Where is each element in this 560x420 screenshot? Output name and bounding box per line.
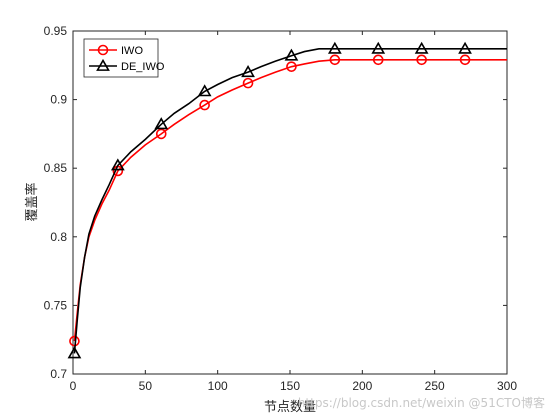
- plot-area: [72, 30, 508, 375]
- x-axis-label: 节点数量: [264, 400, 316, 415]
- x-tick-label: 50: [139, 379, 153, 393]
- series-layer: [67, 41, 507, 359]
- x-tick-label: 100: [208, 379, 228, 393]
- legend-label: IWO: [121, 45, 143, 57]
- data-point: [110, 158, 125, 171]
- legend-marker: [97, 44, 109, 56]
- data-point: [197, 84, 212, 97]
- y-tick-label: 0.8: [50, 230, 67, 244]
- y-tick-label: 0.95: [44, 24, 68, 38]
- x-tick-label: 0: [70, 379, 77, 393]
- data-point: [329, 54, 341, 66]
- y-tick-label: 0.7: [50, 367, 67, 381]
- y-tick-label: 0.9: [50, 93, 67, 107]
- data-point: [371, 41, 386, 54]
- x-tick-label: 300: [497, 379, 517, 393]
- data-point: [372, 54, 384, 66]
- data-point: [241, 65, 255, 78]
- series-de-iwo: [67, 41, 507, 359]
- data-point: [416, 54, 427, 66]
- data-point: [242, 77, 254, 89]
- data-point: [414, 41, 429, 54]
- legend: IWO DE_IWO: [83, 38, 165, 78]
- legend-label: DE_IWO: [121, 61, 165, 73]
- y-axis-label: 覆盖率: [24, 182, 40, 221]
- data-point: [327, 41, 342, 54]
- series-line: [73, 59, 507, 342]
- data-point: [67, 346, 82, 359]
- y-tick-label: 0.85: [44, 161, 68, 175]
- x-tick-label: 150: [280, 379, 300, 393]
- series-line: [73, 48, 507, 354]
- data-point: [284, 48, 299, 61]
- y-tick-label: 0.75: [44, 298, 68, 312]
- axis-ticks: 0 50 100 150 200 250 300 0.7 0.75 0.8 0.85 0.9 0.95: [44, 24, 518, 393]
- x-tick-label: 250: [425, 379, 445, 393]
- data-point: [459, 54, 471, 66]
- data-point: [154, 117, 169, 130]
- data-point: [155, 128, 167, 140]
- x-tick-label: 200: [352, 379, 372, 393]
- data-point: [286, 61, 297, 72]
- watermark-text: https://blog.csdn.net/weixin @51CTO博客: [298, 395, 545, 410]
- data-point: [458, 41, 472, 54]
- legend-marker: [96, 58, 110, 71]
- data-point: [199, 99, 210, 111]
